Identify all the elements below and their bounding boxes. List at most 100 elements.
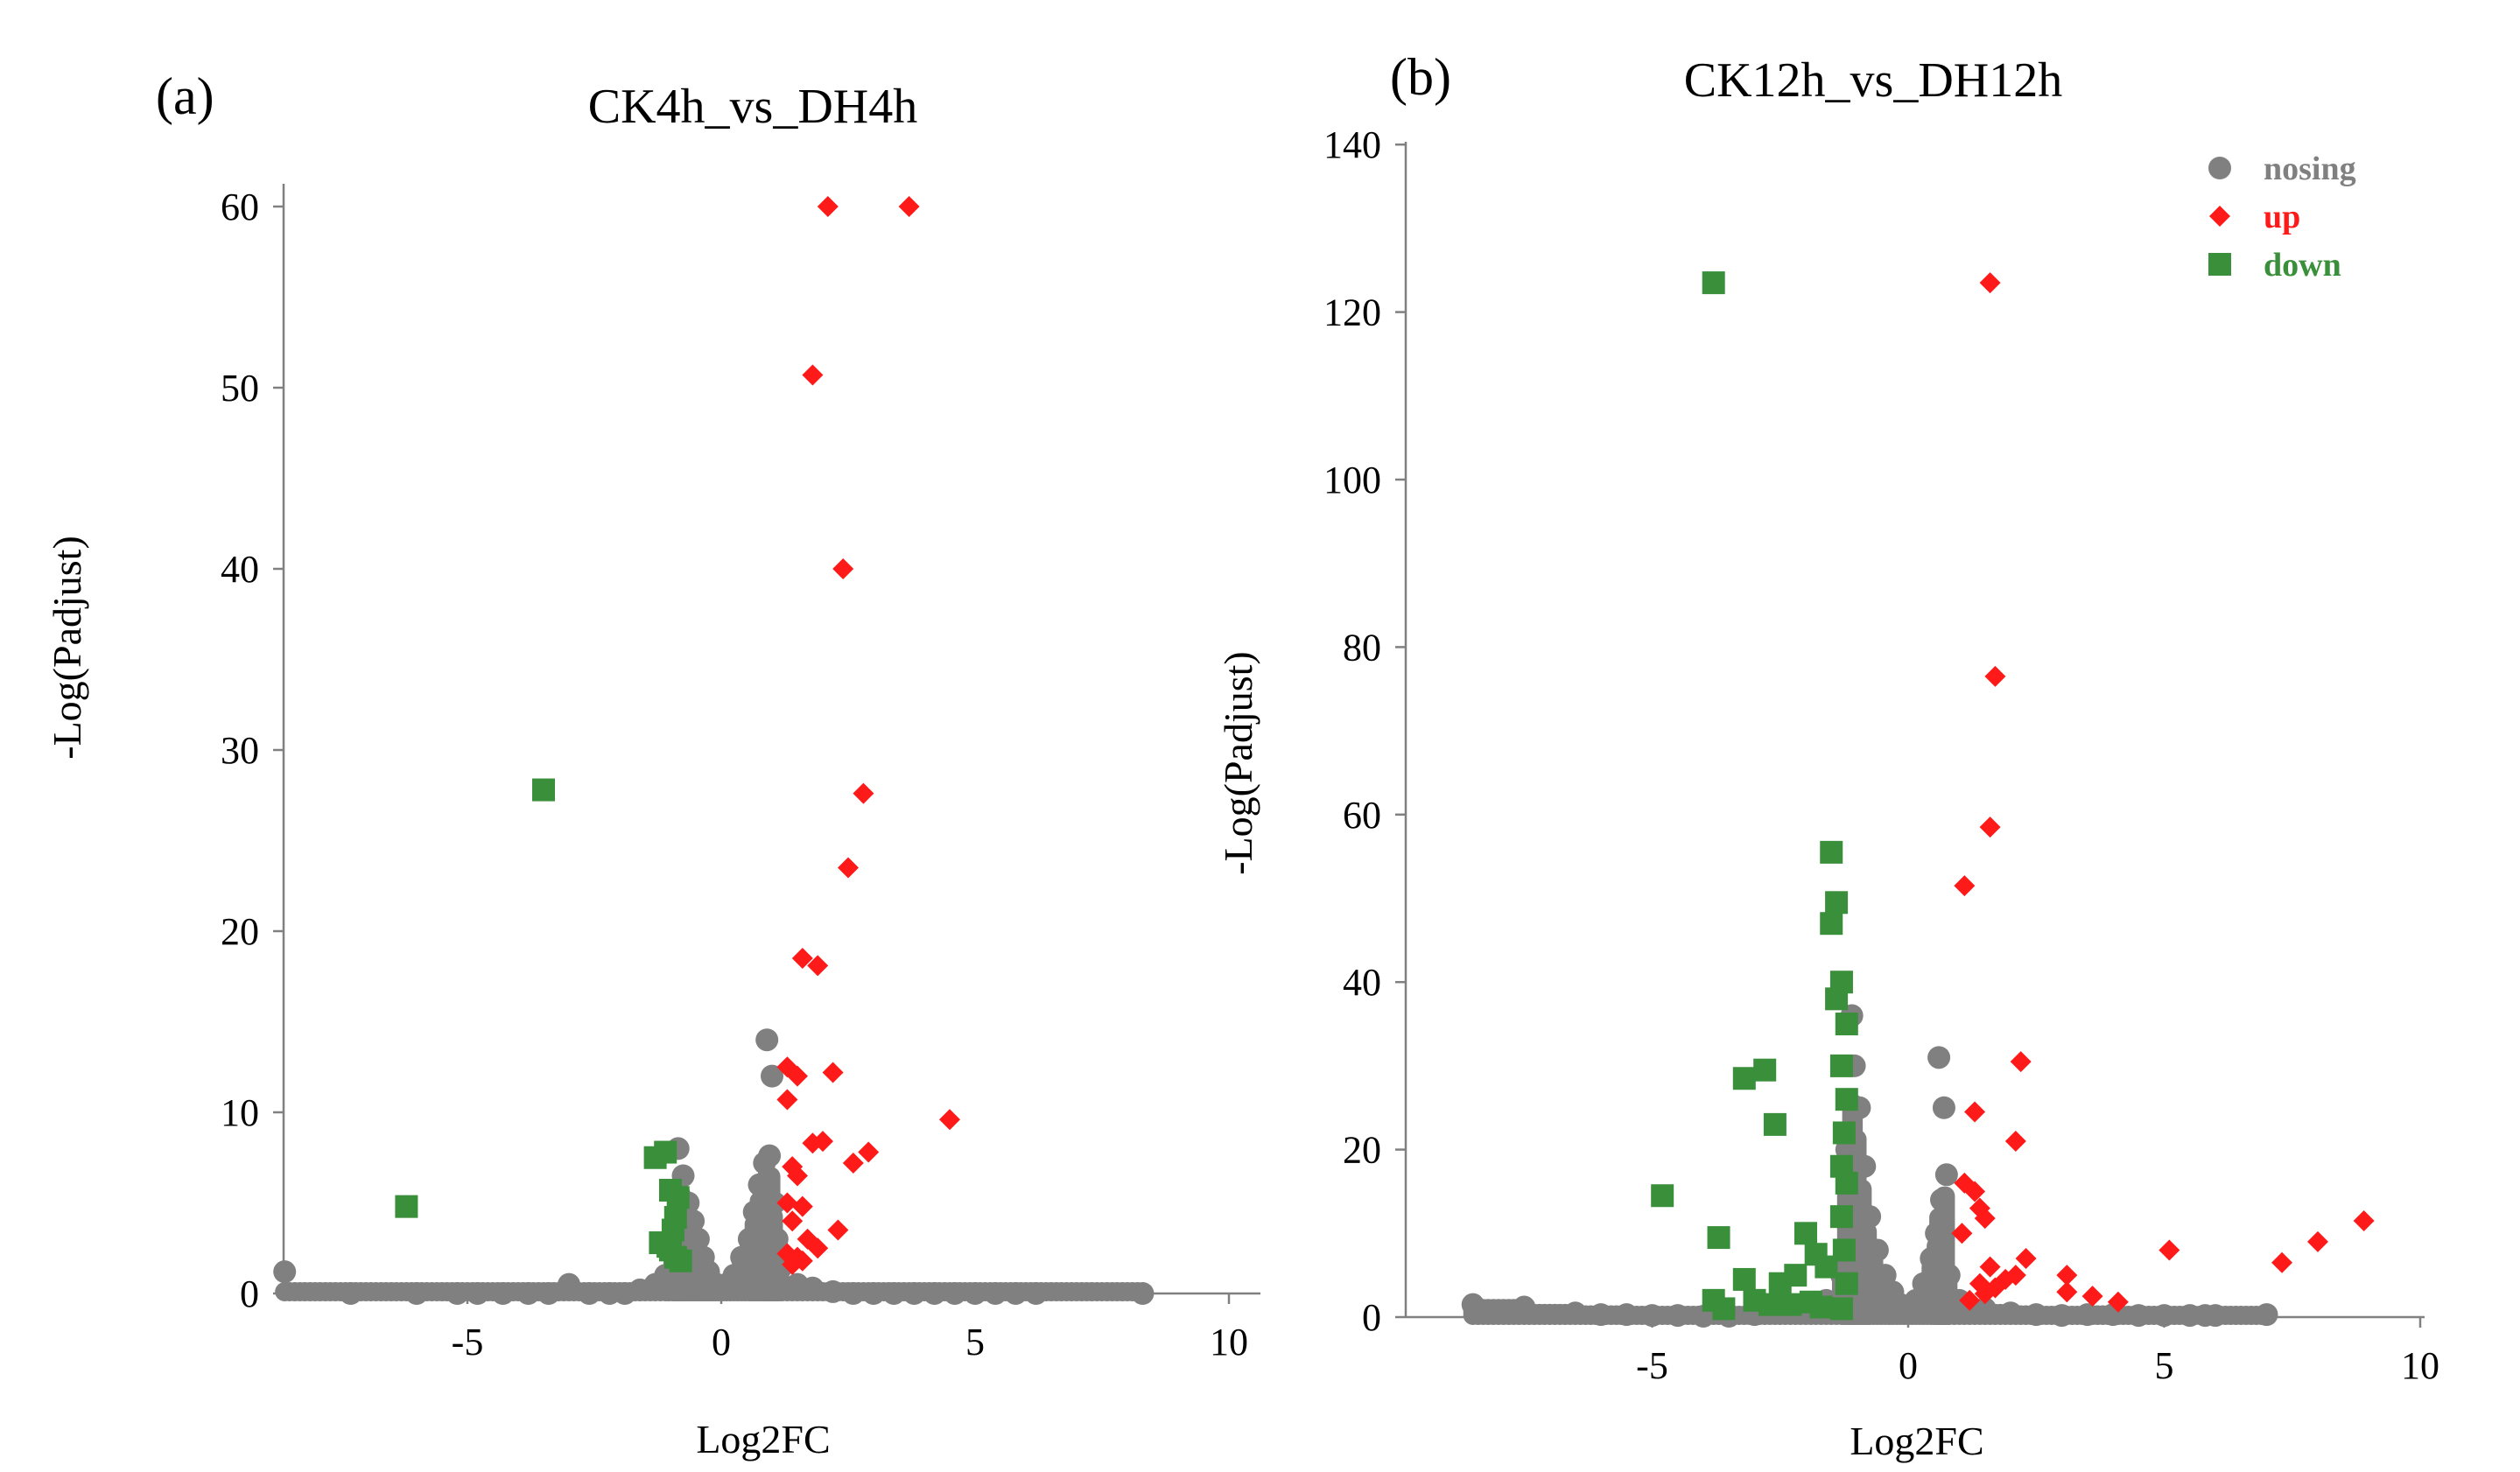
panel-a-title: CK4h_vs_DH4h bbox=[588, 80, 917, 134]
panel-a-nosing-point bbox=[516, 1282, 540, 1305]
panel-a-nosing-point bbox=[761, 1064, 783, 1088]
panel-b-nosing-point bbox=[1920, 1247, 1943, 1271]
panel-a-nosing-point bbox=[943, 1282, 966, 1305]
panel-b-x-tick-label: -5 bbox=[1636, 1344, 1668, 1387]
panel-b-down-point bbox=[1712, 1297, 1736, 1321]
panel-b-up-point bbox=[2353, 1209, 2375, 1231]
panel-b-down-point bbox=[1809, 1295, 1833, 1319]
panel-b-legend: nosing up down bbox=[2208, 151, 2356, 284]
panel-a-nosing-point bbox=[537, 1282, 560, 1305]
panel-b-y-tick-label: 100 bbox=[1323, 459, 1381, 501]
panel-b-up-point bbox=[2158, 1239, 2180, 1261]
panel-b-down-point bbox=[1825, 891, 1849, 915]
panel-b-x-tick-label: 10 bbox=[2401, 1344, 2439, 1387]
panel-b-nosing-point bbox=[1934, 1163, 1958, 1187]
panel-a-up-point bbox=[822, 1062, 844, 1083]
panel-a-nosing-point bbox=[558, 1272, 580, 1296]
panel-b-down-point bbox=[1829, 1297, 1853, 1321]
panel-a-x-tick-label: 10 bbox=[1210, 1321, 1248, 1363]
panel-b-down-point bbox=[1707, 1226, 1730, 1250]
panel-a-up-point bbox=[787, 1065, 808, 1087]
panel-a-nosing-point bbox=[742, 1200, 766, 1223]
panel-b-up-point bbox=[2010, 1051, 2032, 1073]
panel-b-up-point bbox=[1984, 665, 2006, 687]
panel-b-title: CK12h_vs_DH12h bbox=[1684, 53, 2062, 108]
panel-b-up-point bbox=[2056, 1265, 2078, 1286]
panel-b-nosing-point bbox=[1973, 1297, 1997, 1321]
panel-a-up-point bbox=[817, 196, 839, 217]
panel-a-nosing-point bbox=[821, 1279, 845, 1303]
panel-a-nosing-point bbox=[339, 1282, 362, 1305]
panel-b-up-point bbox=[2015, 1248, 2037, 1270]
panel-b-legend-label-up: up bbox=[2264, 199, 2300, 235]
panel-a-nosing-point bbox=[801, 1276, 825, 1300]
panel-a-up-point bbox=[802, 364, 824, 386]
panel-b-nosing-point bbox=[1937, 1264, 1961, 1287]
panel-b-up-point bbox=[1959, 1289, 1981, 1311]
panel-b-x-axis-title: Log2FC bbox=[1850, 1419, 1983, 1463]
panel-b-down-point bbox=[1825, 987, 1849, 1011]
panel-b-x-tick-label: 0 bbox=[1899, 1344, 1918, 1387]
panel-b-nosing-point bbox=[1930, 1188, 1954, 1212]
panel-a-nosing-point bbox=[682, 1209, 705, 1233]
panel-b-down-point bbox=[1702, 271, 1725, 295]
panel-b-down-point bbox=[1794, 1222, 1817, 1245]
panel-a-down-point bbox=[669, 1249, 692, 1272]
panel-a-y-tick-label: 50 bbox=[221, 367, 259, 410]
panel-b-nosing-point bbox=[1615, 1303, 1639, 1327]
panel-b-up-point bbox=[2307, 1230, 2328, 1252]
panel-a-nosing-point bbox=[755, 1028, 779, 1052]
panel-a-label: (a) bbox=[156, 67, 214, 125]
panel-a-nosing-point bbox=[491, 1282, 515, 1305]
panel-b-down-point bbox=[1732, 1267, 1756, 1291]
panel-b-legend-up-point bbox=[2209, 206, 2230, 227]
panel-b-up-point bbox=[1979, 1256, 2001, 1278]
panel-b-down-point bbox=[1832, 1121, 1856, 1145]
panel-b-up-point bbox=[1984, 1277, 2006, 1299]
panel-b-nosing-point bbox=[2050, 1304, 2074, 1328]
panel-a-chart: (a) CK4h_vs_DH4h 0 10 20 30 40 50 60 -5 0 5 10 Log2FC… bbox=[45, 67, 1260, 1461]
panel-a-up-point bbox=[807, 1237, 829, 1259]
panel-b-nosing-point bbox=[2075, 1303, 2099, 1327]
panel-b-down-point bbox=[1829, 1205, 1853, 1229]
panel-a-x-axis-title: Log2FC bbox=[696, 1417, 830, 1461]
panel-b-down-point bbox=[1758, 1293, 1782, 1316]
panel-b-nosing-point bbox=[1999, 1301, 2022, 1325]
panel-a-nosing-point bbox=[686, 1227, 710, 1251]
panel-b-nosing-point bbox=[2025, 1303, 2048, 1327]
panel-a-nosing-point bbox=[730, 1245, 754, 1269]
panel-b-nosing-point bbox=[1461, 1293, 1485, 1316]
panel-a-up-point bbox=[787, 1165, 808, 1187]
panel-a-nosing-point bbox=[882, 1282, 906, 1305]
panel-a-nosing-point bbox=[841, 1282, 865, 1305]
panel-b-nosing-point bbox=[2255, 1303, 2278, 1327]
panel-b-nosing-point bbox=[1912, 1272, 1935, 1295]
panel-a-y-tick-label: 30 bbox=[221, 729, 259, 772]
panel-a-down-point bbox=[395, 1195, 418, 1218]
panel-b-up-point bbox=[1964, 1181, 1986, 1202]
panel-a-nosing-point bbox=[446, 1282, 469, 1305]
panel-b-down-point bbox=[1820, 912, 1843, 936]
panel-a-up-point bbox=[853, 782, 874, 804]
panel-b-nosing-point bbox=[1925, 1222, 1948, 1245]
panel-a-nosing-point bbox=[466, 1282, 489, 1305]
panel-a-nosing-series bbox=[273, 1028, 1155, 1305]
panel-a-down-point bbox=[654, 1140, 677, 1164]
panel-a-up-point bbox=[791, 1195, 813, 1217]
panel-a-up-point bbox=[939, 1109, 960, 1131]
panel-b-down-point bbox=[1835, 1013, 1858, 1036]
panel-a-nosing-point bbox=[762, 1191, 786, 1215]
panel-a-up-point bbox=[776, 1089, 798, 1111]
panel-b-nosing-point bbox=[1853, 1154, 1877, 1178]
panel-b-down-point bbox=[1835, 1088, 1858, 1111]
panel-b-down-point bbox=[1835, 1272, 1858, 1295]
panel-a-nosing-point bbox=[578, 1282, 601, 1305]
panel-b-down-point bbox=[1763, 1112, 1786, 1136]
panel-b-up-point bbox=[2081, 1286, 2103, 1307]
panel-b-nosing-point bbox=[1640, 1304, 1664, 1328]
panel-a-up-point bbox=[791, 948, 813, 970]
panel-a-y-axis-title: -Log(Padjust) bbox=[45, 536, 89, 760]
panel-b-up-point bbox=[2107, 1291, 2129, 1313]
panel-b-y-axis-title: -Log(Padjust) bbox=[1216, 651, 1260, 875]
panel-b-down-point bbox=[1829, 1054, 1853, 1077]
